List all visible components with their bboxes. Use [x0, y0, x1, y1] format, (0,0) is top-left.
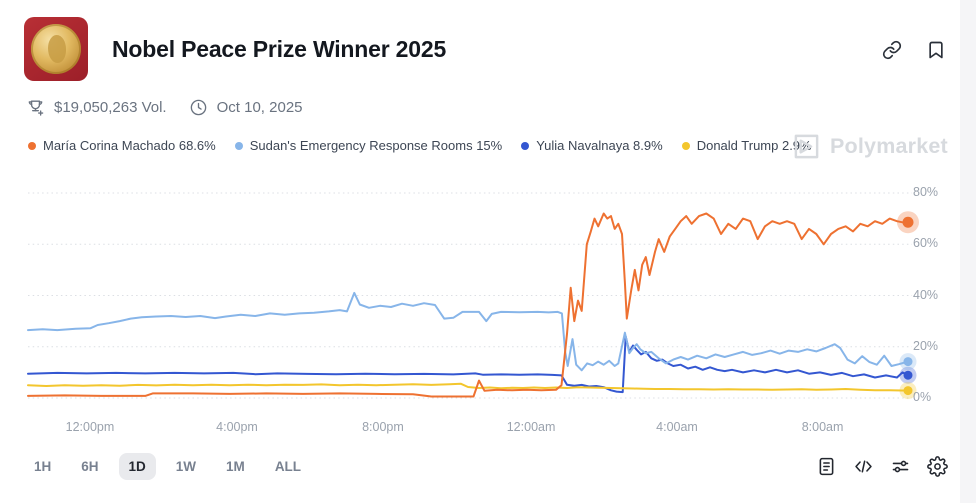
- gear-icon: [927, 456, 948, 477]
- legend-label: Sudan's Emergency Response Rooms 15%: [249, 138, 503, 153]
- range-1h-button[interactable]: 1H: [24, 453, 61, 480]
- copy-link-button[interactable]: [882, 40, 902, 60]
- clock-icon: [190, 99, 206, 116]
- range-6h-button[interactable]: 6H: [71, 453, 108, 480]
- news-button[interactable]: [816, 456, 837, 477]
- probability-line-chart[interactable]: [27, 185, 919, 405]
- y-tick-label: 20%: [913, 338, 939, 353]
- x-tick-label: 8:00am: [801, 420, 844, 434]
- range-all-button[interactable]: ALL: [265, 453, 311, 480]
- polymarket-wordmark: Polymarket: [830, 134, 948, 158]
- code-icon: [855, 460, 872, 473]
- range-1w-button[interactable]: 1W: [166, 453, 206, 480]
- x-tick-label: 4:00pm: [216, 420, 258, 434]
- page-gutter: [960, 0, 976, 503]
- bookmark-icon: [929, 41, 943, 59]
- page-title: Nobel Peace Prize Winner 2025: [112, 35, 447, 62]
- link-icon: [882, 40, 902, 60]
- chart-legend: María Corina Machado 68.6% Sudan's Emerg…: [28, 138, 812, 153]
- header-actions: [882, 40, 946, 60]
- event-header: Nobel Peace Prize Winner 2025: [24, 17, 446, 81]
- event-date: Oct 10, 2025: [216, 99, 303, 116]
- legend-item-sudan-err[interactable]: Sudan's Emergency Response Rooms 15%: [234, 138, 503, 153]
- y-tick-label: 60%: [913, 236, 939, 251]
- x-axis-labels: 12:00pm 4:00pm 8:00pm 12:00am 4:00am 8:00am: [28, 420, 914, 438]
- series-dot-trump: [681, 141, 690, 150]
- embed-button[interactable]: [853, 456, 874, 477]
- series-dot-navalnaya: [521, 141, 530, 150]
- x-tick-label: 4:00am: [656, 420, 698, 434]
- series-dot-sudan-err: [234, 141, 243, 150]
- nobel-medal-image: [24, 17, 88, 81]
- chart-settings-button[interactable]: [890, 456, 911, 477]
- medal-profile-engraving: [48, 35, 66, 63]
- polymarket-watermark: Polymarket: [792, 132, 948, 161]
- y-axis-labels: 0% 20% 40% 60% 80%: [911, 185, 961, 405]
- volume-value: $19,050,263 Vol.: [54, 99, 167, 116]
- range-1d-button[interactable]: 1D: [118, 453, 156, 480]
- legend-label: Yulia Navalnaya 8.9%: [536, 138, 663, 153]
- legend-item-machado[interactable]: María Corina Machado 68.6%: [28, 138, 216, 153]
- legend-item-navalnaya[interactable]: Yulia Navalnaya 8.9%: [521, 138, 663, 153]
- bookmark-button[interactable]: [926, 40, 946, 60]
- chart-area[interactable]: [27, 185, 919, 405]
- chart-tools: [816, 456, 948, 477]
- legend-label: Donald Trump 2.9%: [696, 138, 812, 153]
- market-stats: $19,050,263 Vol. Oct 10, 2025: [26, 98, 303, 117]
- medal-icon: [31, 24, 81, 74]
- legend-item-trump[interactable]: Donald Trump 2.9%: [681, 138, 812, 153]
- y-tick-label: 80%: [913, 185, 939, 199]
- x-tick-label: 12:00pm: [65, 420, 115, 434]
- settings-button[interactable]: [927, 456, 948, 477]
- x-tick-label: 8:00pm: [362, 420, 404, 434]
- y-tick-label: 0%: [913, 390, 932, 404]
- sliders-icon: [892, 460, 909, 473]
- legend-label: María Corina Machado 68.6%: [43, 138, 216, 153]
- series-dot-machado: [28, 141, 36, 150]
- x-tick-label: 12:00am: [506, 420, 556, 434]
- range-1m-button[interactable]: 1M: [216, 453, 255, 480]
- time-range-selector: 1H 6H 1D 1W 1M ALL: [24, 453, 311, 480]
- news-document-icon: [819, 457, 834, 476]
- trophy-volume-icon: [28, 100, 44, 116]
- y-tick-label: 40%: [913, 287, 939, 302]
